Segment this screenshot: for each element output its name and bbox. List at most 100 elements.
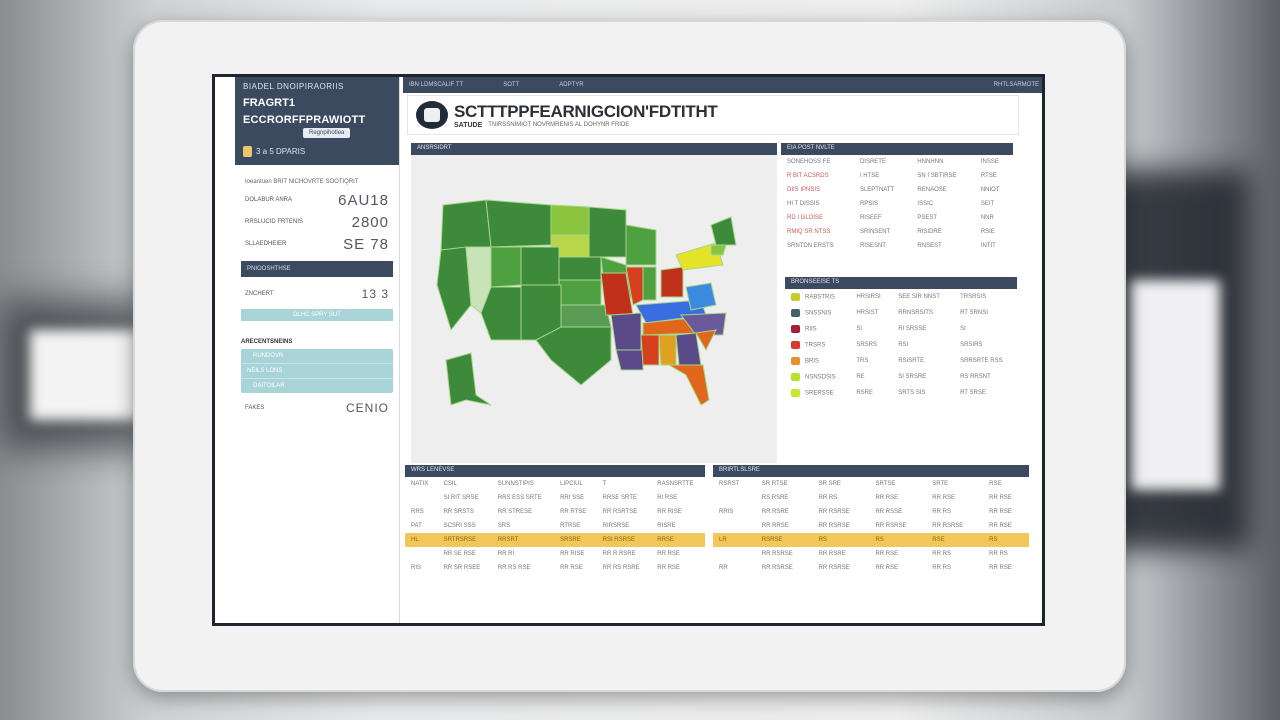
- stat-value: SE 78: [343, 235, 389, 253]
- table-row[interactable]: RD I GLOISE RISEEF PSEST NNR: [781, 211, 1013, 225]
- stats-header: Ioeantuen BRIT NICHOVRTE SOOTIQRIT: [245, 179, 359, 185]
- row-label: ZNCHERT: [245, 291, 274, 297]
- page-title: SCTTTPPFEARNIGCION'FDTITHT: [454, 101, 718, 121]
- table-cell: RNSEST: [917, 243, 942, 249]
- table-header-row: SONEHOSS FE DISRETE HNNHNN INSSE: [781, 155, 1013, 169]
- nav-item[interactable]: IBN LDMSCALIF TT: [409, 82, 464, 88]
- column-header[interactable]: T: [602, 481, 607, 487]
- column-header[interactable]: LIPCIUL: [560, 481, 583, 487]
- sidebar-subtitle: BIADEL DNOIPIRAORIIS: [243, 82, 344, 91]
- table-row[interactable]: RR SE RSE RR RI RR RISE RR R RSRE RR RSE: [443, 551, 680, 557]
- table-row[interactable]: RR RR RSRSE RR RSRSE RR RSE RR RS RR RSE: [719, 565, 1012, 571]
- table-cell: NNR: [980, 215, 994, 221]
- column-header[interactable]: SRTE: [932, 481, 949, 487]
- table-cell: RT SRNSI: [960, 310, 988, 316]
- column-header[interactable]: SUNNSTIPIS: [497, 481, 534, 487]
- table-cell: SI SRSRE: [898, 374, 927, 380]
- legend-row[interactable]: RABSTRIS HRSIRSI SEE SIR NNST TRSRSIS: [785, 289, 1017, 305]
- us-choropleth-map[interactable]: [411, 155, 777, 461]
- table-row[interactable]: RRS RR SRSTS RR STRESE RR RTSE RR RSRTSE RR R…: [411, 509, 682, 515]
- recent-header: ARECENTSNEINS: [241, 339, 293, 345]
- table-cell: RISEEF: [859, 215, 882, 221]
- swatch-icon: [791, 309, 800, 317]
- column-header[interactable]: SRTSE: [875, 481, 896, 487]
- table-row-highlighted[interactable]: LR RSRSE RS RS RSE RS: [713, 533, 1029, 547]
- column-header[interactable]: INSSE: [980, 159, 999, 165]
- table-cell: R BIT ACSRDS: [787, 173, 829, 179]
- table-cell: RS RRSNT: [960, 374, 991, 380]
- legend-row[interactable]: RIIS SI RI SRSSE SI: [785, 321, 1017, 337]
- legend-label: SRERSSE: [805, 390, 834, 397]
- column-header[interactable]: CSIL: [443, 481, 457, 487]
- table-cell: RE: [856, 374, 865, 380]
- table-row-highlighted[interactable]: HL SRTRSRSE RRSRT SRSRE RSI RSRSE RRSE: [405, 533, 705, 547]
- table-cell: RMIQ SR NTSS: [787, 229, 831, 235]
- table-row[interactable]: RRIS RR RSRE RR RSRSE RR RSSE RR RS RR RSE: [719, 509, 1012, 515]
- column-header[interactable]: SR SRE: [818, 481, 841, 487]
- table-cell: SRRSRTE RSS: [960, 358, 1003, 364]
- column-header[interactable]: SR RTSE: [761, 481, 788, 487]
- table-row[interactable]: PAT SCSRI SSS SRS RTRSE RIRSRSE RISRE: [411, 523, 676, 529]
- column-header[interactable]: SONEHOSS FE: [787, 159, 831, 165]
- list-item[interactable]: RUNDOVR: [241, 349, 393, 364]
- legend-row[interactable]: NSNSDSIS RE SI SRSRE RS RRSNT: [785, 369, 1017, 385]
- table-row[interactable]: RMIQ SR NTSS SRINSENT RISIDRE RSIE: [781, 225, 1013, 239]
- column-header[interactable]: RSE: [989, 481, 1002, 487]
- table-cell: PSEST: [917, 215, 938, 221]
- nav-item[interactable]: SOTT: [503, 82, 520, 88]
- table-row[interactable]: RS RSRE RR RS RR RSE RR RSE RR RSE: [761, 495, 1012, 501]
- list-item[interactable]: DAITOILAR: [253, 383, 285, 389]
- table-cell: SEIT: [980, 201, 995, 207]
- column-header[interactable]: DISRETE: [859, 159, 886, 165]
- column-header[interactable]: NATIX: [411, 481, 429, 487]
- legend-row[interactable]: SNSSNIS HRSIST RRNSRSITS RT SRNSI: [785, 305, 1017, 321]
- legend-row[interactable]: BRIS TRS RSISRTE SRRSRTE RSS: [785, 353, 1017, 369]
- table-header-row: NATIX CSIL SUNNSTIPIS LIPCIUL T RASNSRTTE: [405, 477, 705, 491]
- table-row[interactable]: RR RRSE RR RSRSE RR RSRSE RR RSRSE RR RSE: [761, 523, 1012, 529]
- swatch-icon: [791, 373, 800, 381]
- sidebar-header-button[interactable]: Regnpihotiea: [303, 128, 351, 138]
- table-row[interactable]: RIS RR SR RSEE RR RS RSE RR RSE RR RS RSRE RR…: [411, 565, 680, 571]
- table-row[interactable]: DIIS IPNSIS SLEPTNATT RENAOSE NNIOT: [781, 183, 1013, 197]
- sidebar: BIADEL DNOIPIRAORIIS FRAGRT1 ECCRORFFPRA…: [235, 77, 400, 623]
- table-row[interactable]: RR RSRSE RR RSRE RR RSE RR RS RR RS: [761, 551, 1008, 557]
- stat-value: 2800: [351, 213, 389, 231]
- table-cell: TRSRSIS: [960, 294, 987, 300]
- column-header[interactable]: RSRST: [719, 481, 740, 487]
- table-cell: RISIDRE: [917, 229, 942, 235]
- table-row[interactable]: SI RIT SRSE RRS ESS SRTE RRI SSE RRSE SRTE R…: [443, 495, 678, 501]
- stat-row: RRSLUCID FRTENIS 2800: [235, 211, 399, 233]
- swatch-icon: [791, 341, 800, 349]
- table-cell: ISSIC: [917, 201, 934, 207]
- table-cell: RSI: [898, 342, 909, 348]
- legend-row[interactable]: SRERSSE RSRE SRTS SIS RT SRSE: [785, 385, 1017, 401]
- table-cell: RRNSRSITS: [898, 310, 933, 316]
- table-cell: DIIS IPNSIS: [787, 187, 821, 193]
- page-header: SCTTTPPFEARNIGCION'FDTITHT SATUDE TNIRSSN…: [407, 95, 1019, 135]
- user-row[interactable]: 3 a 5 DPARIS: [243, 146, 391, 157]
- table-cell: RPSIS: [859, 201, 878, 207]
- top-table: SONEHOSS FE DISRETE HNNHNN INSSE R BIT ACSR…: [781, 155, 1013, 253]
- bottom-right-title: BRIRTLSLSRE: [713, 465, 1029, 477]
- legend-table: RABSTRIS HRSIRSI SEE SIR NNST TRSRSIS SNSSN…: [785, 289, 1017, 401]
- column-header[interactable]: RASNSRTTE: [657, 481, 694, 487]
- bottom-right-panel: BRIRTLSLSRE RSRST SR RTSE SR SRE SRTSE SRTE R…: [713, 465, 1029, 623]
- map-panel-title: ANSRSIDRT: [411, 143, 777, 155]
- column-header[interactable]: HNNHNN: [917, 159, 944, 165]
- row-value: 13 3: [361, 287, 389, 301]
- legend-row[interactable]: TRSRS SRSRS RSI SRSIRS: [785, 337, 1017, 353]
- legend-label: RABSTRIS: [805, 294, 836, 301]
- swatch-icon: [791, 389, 800, 397]
- table-cell: RD I GLOISE: [787, 215, 824, 221]
- teal-button[interactable]: DLHC SPRY SUT: [241, 309, 393, 321]
- legend-label: TRSRS: [805, 342, 826, 349]
- section-header: PNIOOSHTHSE: [241, 261, 393, 277]
- list-item[interactable]: NEILS LONS: [241, 364, 393, 379]
- table-row[interactable]: HI T DISSIS RPSIS ISSIC SEIT: [781, 197, 1013, 211]
- table-cell: SRSRS: [856, 342, 877, 348]
- nav-item[interactable]: ADPTYR: [559, 82, 584, 88]
- table-row[interactable]: SRNTDN ERSTS RISESNT RNSEST INTIT: [781, 239, 1013, 253]
- table-row[interactable]: R BIT ACSRDS I HTSE SN I SBTIRSE RTSE: [781, 169, 1013, 183]
- nav-account[interactable]: RHTLSARMOTE: [993, 82, 1039, 88]
- user-icon: [243, 146, 252, 157]
